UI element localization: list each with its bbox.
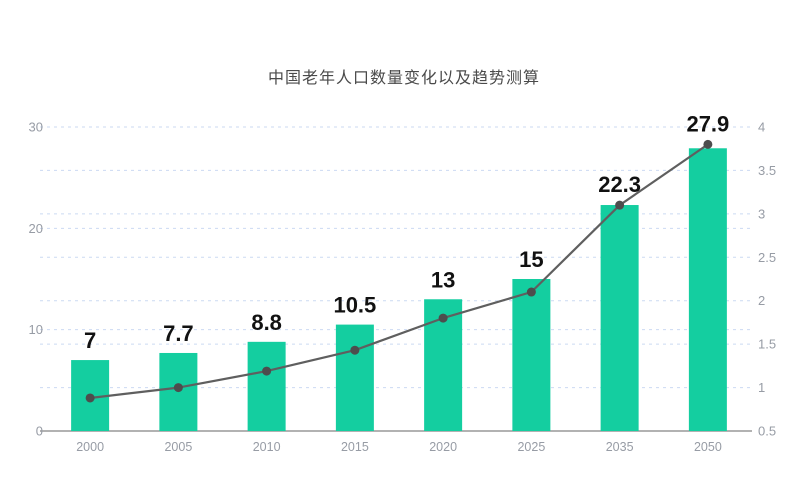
right-axis-tick-2: 1.5 bbox=[758, 337, 776, 352]
left-axis-tick-1: 10 bbox=[29, 322, 43, 337]
chart-title: 中国老年人口数量变化以及趋势测算 bbox=[267, 70, 540, 87]
right-axis-tick-0: 0.5 bbox=[758, 424, 776, 439]
trend-point-2035[interactable] bbox=[615, 200, 625, 210]
right-axis-tick-6: 3.5 bbox=[758, 163, 776, 178]
bar-2025[interactable] bbox=[512, 279, 551, 431]
x-axis-label-2035: 2035 bbox=[606, 440, 634, 454]
bar-label-2035: 22.3 bbox=[598, 172, 641, 197]
right-axis-tick-1: 1 bbox=[758, 380, 765, 395]
x-axis-label-2005: 2005 bbox=[164, 440, 192, 454]
trend-point-2050[interactable] bbox=[703, 139, 713, 149]
right-axis-tick-7: 4 bbox=[758, 120, 765, 135]
right-axis-tick-3: 2 bbox=[758, 293, 765, 308]
bar-label-2010: 8.8 bbox=[251, 310, 282, 335]
trend-point-2025[interactable] bbox=[526, 287, 536, 297]
right-axis-tick-4: 2.5 bbox=[758, 250, 776, 265]
left-axis-tick-3: 30 bbox=[29, 120, 43, 135]
left-axis-tick-2: 20 bbox=[29, 221, 43, 236]
trend-point-2010[interactable] bbox=[262, 366, 272, 376]
bar-2050[interactable] bbox=[688, 148, 727, 431]
x-axis-label-2000: 2000 bbox=[76, 440, 104, 454]
x-axis-label-2015: 2015 bbox=[341, 440, 369, 454]
x-axis-label-2050: 2050 bbox=[694, 440, 722, 454]
x-axis-label-2025: 2025 bbox=[517, 440, 545, 454]
trend-line[interactable] bbox=[89, 143, 709, 400]
trend-point-2005[interactable] bbox=[173, 383, 183, 393]
bar-2010[interactable] bbox=[247, 341, 286, 431]
bar-label-2015: 10.5 bbox=[333, 293, 376, 318]
left-axis-tick-0: 0 bbox=[36, 424, 43, 439]
bar-label-2050: 27.9 bbox=[686, 111, 729, 136]
trend-point-2015[interactable] bbox=[350, 345, 360, 355]
bar-2015[interactable] bbox=[335, 324, 374, 431]
bar-label-2005: 7.7 bbox=[163, 321, 194, 346]
x-axis-label-2010: 2010 bbox=[253, 440, 281, 454]
right-axis-tick-5: 3 bbox=[758, 206, 765, 221]
bar-label-2020: 13 bbox=[431, 267, 455, 292]
bar-label-2025: 15 bbox=[519, 247, 543, 272]
trend-point-2000[interactable] bbox=[85, 393, 95, 403]
bar-label-2000: 7 bbox=[84, 328, 96, 353]
x-axis-label-2020: 2020 bbox=[429, 440, 457, 454]
trend-point-2020[interactable] bbox=[438, 313, 448, 323]
bar-2035[interactable] bbox=[600, 205, 639, 431]
